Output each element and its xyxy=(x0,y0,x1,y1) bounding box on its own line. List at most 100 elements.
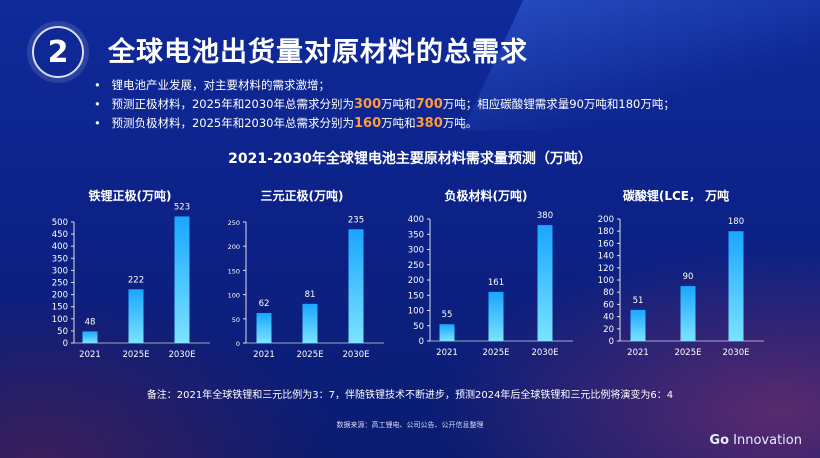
y-tick-label: 50 xyxy=(413,322,424,332)
bullet-text: 万吨和 xyxy=(381,96,416,111)
y-tick-label: 100 xyxy=(408,307,424,317)
data-label: 62 xyxy=(259,299,270,309)
y-tick-label: 200 xyxy=(228,243,240,251)
y-tick-label: 0 xyxy=(236,340,240,348)
y-tick-label: 100 xyxy=(598,276,614,286)
y-tick-label: 120 xyxy=(598,264,614,274)
y-tick-label: 160 xyxy=(598,239,614,249)
bar xyxy=(174,216,190,343)
x-tick-label: 2030E xyxy=(722,348,749,358)
bullet-item: 预测正极材料，2025年和2030年总需求分别为300万吨和700万吨；相应碳酸… xyxy=(94,95,675,115)
data-label: 222 xyxy=(128,275,144,285)
highlight-value: 700 xyxy=(415,96,443,112)
highlight-value: 300 xyxy=(353,96,382,112)
y-tick-label: 150 xyxy=(52,303,68,313)
highlight-value: 160 xyxy=(353,116,382,131)
y-tick-label: 80 xyxy=(603,288,614,298)
bar xyxy=(680,286,696,341)
brand-logo: Go Innovation xyxy=(709,433,802,448)
brand-word: Go xyxy=(709,433,730,448)
chart-title: 负极材料(万吨) xyxy=(445,188,528,203)
y-tick-label: 150 xyxy=(228,267,240,275)
x-tick-label: 2021 xyxy=(79,350,101,360)
bar xyxy=(488,291,504,341)
y-tick-label: 400 xyxy=(52,242,68,252)
bullet-text: 万吨；相应碳酸锂需求量90万吨和180万吨； xyxy=(442,96,675,111)
bullet-item: 预测负极材料，2025年和2030年总需求分别为160万吨和380万吨。 xyxy=(94,114,675,134)
y-tick-label: 200 xyxy=(598,215,614,225)
y-tick-label: 400 xyxy=(408,215,424,225)
y-tick-label: 20 xyxy=(603,325,614,335)
y-tick-label: 450 xyxy=(52,230,68,240)
data-label: 90 xyxy=(683,272,694,282)
chart-group-title: 2021-2030年全球锂电池主要原材料需求量预测（万吨） xyxy=(228,151,592,167)
y-tick-label: 180 xyxy=(598,227,614,237)
x-tick-label: 2030E xyxy=(531,348,558,358)
bullet-list: 锂电池产业发展，对主要材料的需求激增； 预测正极材料，2025年和2030年总需… xyxy=(94,76,675,134)
bullet-text: 万吨。 xyxy=(442,116,478,130)
data-label: 235 xyxy=(348,215,364,225)
data-label: 161 xyxy=(488,278,504,288)
footnote: 备注：2021年全球铁锂和三元比例为3：7，伴随铁锂技术不断进步，预测2024年… xyxy=(146,390,674,401)
bar xyxy=(128,289,144,343)
y-tick-label: 50 xyxy=(57,327,68,337)
bullet-text: 锂电池产业发展，对主要材料的需求激增； xyxy=(111,78,330,92)
slide-title: 全球电池出货量对原材料的总需求 xyxy=(108,37,528,68)
y-tick-label: 300 xyxy=(52,266,68,276)
y-tick-label: 0 xyxy=(419,337,424,347)
x-tick-label: 2025E xyxy=(296,350,323,360)
bar xyxy=(302,303,318,343)
x-tick-label: 2025E xyxy=(674,348,701,358)
bullet-text: 预测正极材料，2025年和2030年总需求分别为 xyxy=(111,96,354,111)
bar xyxy=(256,312,272,343)
x-tick-label: 2030E xyxy=(342,350,369,360)
bar xyxy=(82,331,98,343)
y-tick-label: 50 xyxy=(232,316,240,324)
y-tick-label: 500 xyxy=(52,218,68,228)
y-tick-label: 40 xyxy=(603,313,614,323)
y-tick-label: 300 xyxy=(408,246,424,256)
y-tick-label: 250 xyxy=(52,279,68,289)
x-tick-label: 2021 xyxy=(627,348,649,358)
y-tick-label: 60 xyxy=(603,300,614,310)
bar xyxy=(728,231,744,341)
data-label: 48 xyxy=(85,317,96,327)
x-tick-label: 2021 xyxy=(253,350,275,360)
data-source: 数据来源：高工锂电、公司公告、公开信息整理 xyxy=(336,421,484,429)
y-tick-label: 200 xyxy=(408,276,424,286)
bullet-item: 锂电池产业发展，对主要材料的需求激增； xyxy=(94,76,675,95)
brand-word: Innovation xyxy=(729,433,802,448)
x-tick-label: 2025E xyxy=(482,348,509,358)
y-tick-label: 100 xyxy=(52,315,68,325)
x-tick-label: 2021 xyxy=(436,348,458,358)
bar xyxy=(348,229,364,343)
y-tick-label: 200 xyxy=(52,291,68,301)
x-tick-label: 2025E xyxy=(122,350,149,360)
y-tick-label: 350 xyxy=(52,254,68,264)
data-label: 180 xyxy=(728,217,744,227)
y-tick-label: 150 xyxy=(408,291,424,301)
y-tick-label: 140 xyxy=(598,252,614,262)
y-tick-label: 250 xyxy=(228,219,240,227)
section-number-badge: 2 xyxy=(32,26,84,78)
bullet-text: 万吨和 xyxy=(381,116,416,130)
data-label: 81 xyxy=(305,290,316,300)
y-tick-label: 250 xyxy=(408,261,424,271)
chart-title: 碳酸锂(LCE， 万吨 xyxy=(623,188,729,203)
data-label: 55 xyxy=(442,310,453,320)
bar xyxy=(537,225,553,341)
highlight-value: 380 xyxy=(415,116,443,131)
bullet-text: 预测负极材料，2025年和2030年总需求分别为 xyxy=(111,116,354,130)
data-label: 51 xyxy=(633,296,644,306)
data-label: 380 xyxy=(537,211,553,221)
y-tick-label: 0 xyxy=(63,339,68,349)
y-tick-label: 350 xyxy=(408,230,424,240)
bar xyxy=(439,324,455,341)
bar xyxy=(630,309,646,341)
x-tick-label: 2030E xyxy=(168,350,195,360)
y-tick-label: 100 xyxy=(228,292,240,300)
chart-title: 三元正极(万吨) xyxy=(261,188,344,203)
chart-title: 铁锂正极(万吨) xyxy=(89,188,172,203)
y-tick-label: 0 xyxy=(609,337,614,347)
